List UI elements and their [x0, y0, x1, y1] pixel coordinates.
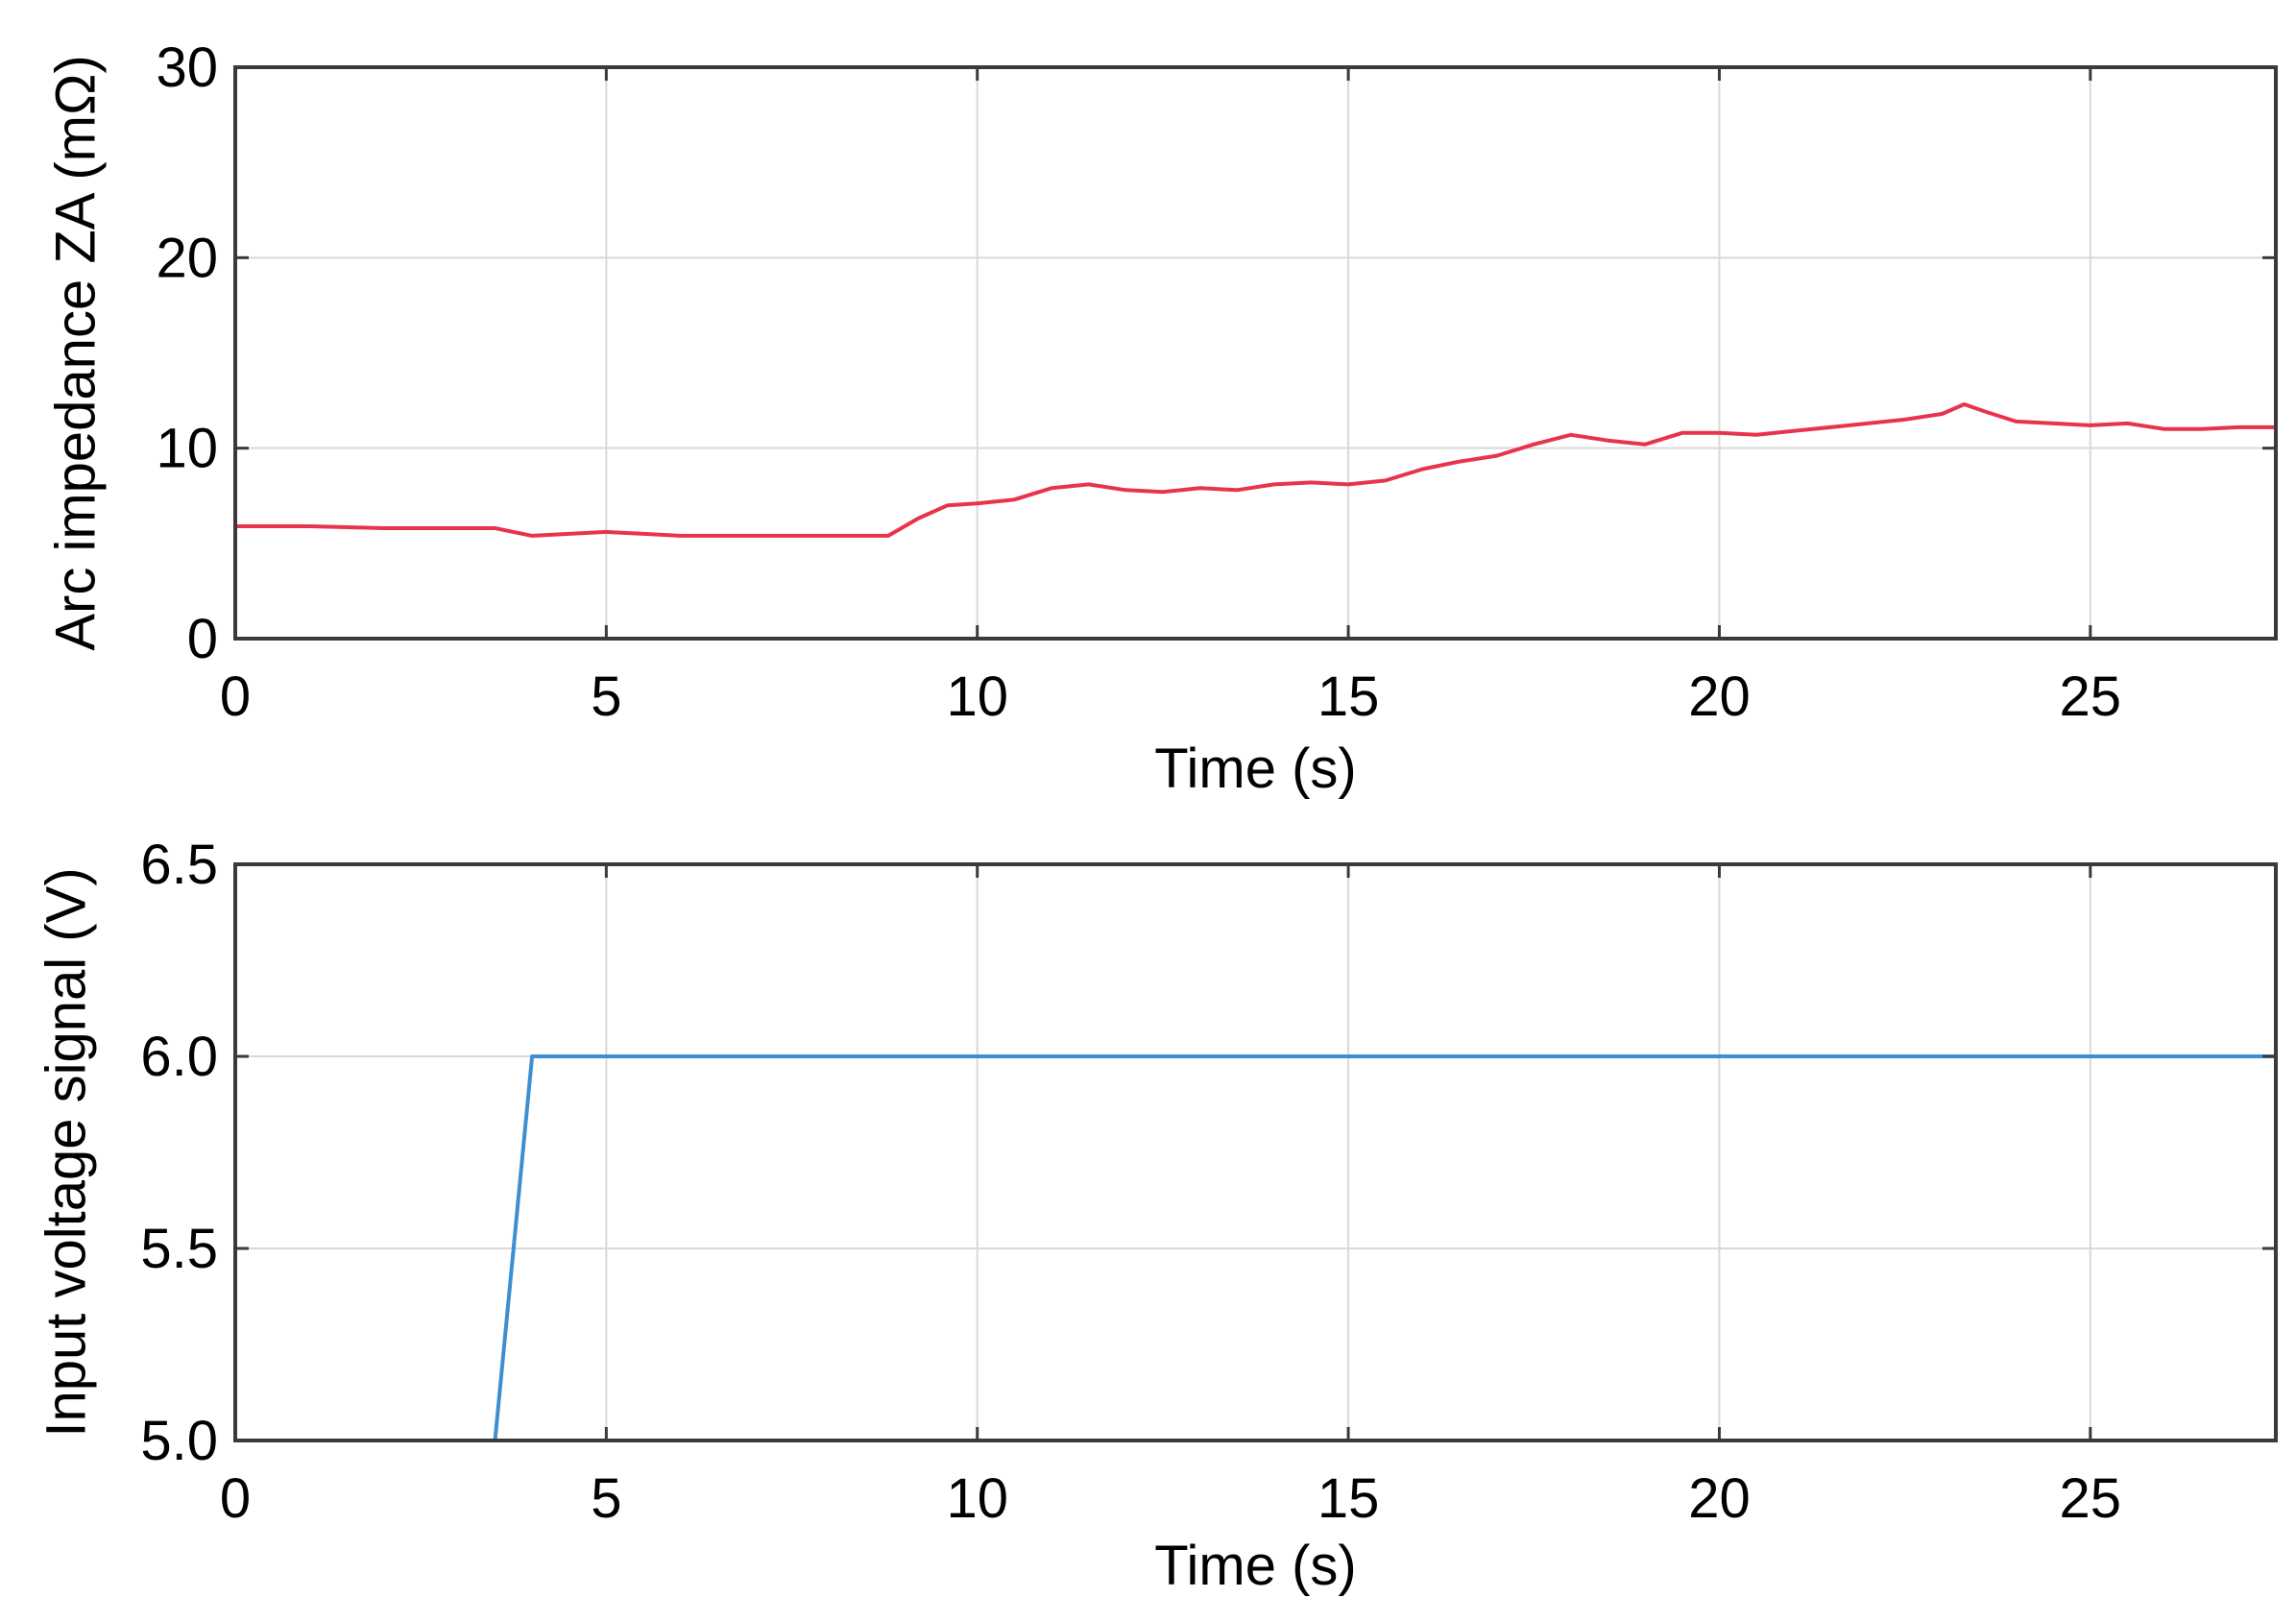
arc-impedance-ticks: 0 5 10 15 20 25 0 10 20 30: [156, 36, 2276, 728]
arc-impedance-y-tick-label: 30: [156, 36, 218, 99]
arc-impedance-data-point: [2016, 421, 2017, 423]
arc-impedance-data-point: [1311, 481, 1312, 483]
arc-impedance-data-point: [1570, 434, 1572, 436]
arc-impedance-data-point: [1124, 489, 1126, 491]
arc-impedance-data-point: [1385, 479, 1387, 481]
arc-impedance-data-point: [1533, 444, 1535, 446]
input-voltage-y-tick-label: 6.5: [140, 834, 218, 896]
arc-impedance-x-tick-label: 5: [591, 666, 621, 728]
arc-impedance-data-point: [2052, 423, 2054, 424]
arc-impedance-data-point: [1051, 487, 1052, 489]
arc-impedance-data-point: [1644, 444, 1646, 446]
input-voltage-y-tick-label: 6.0: [140, 1026, 218, 1088]
arc-impedance-y-tick-label: 0: [187, 608, 218, 670]
arc-impedance-y-tick-label: 20: [156, 227, 218, 289]
arc-impedance-data-point: [1867, 423, 1869, 424]
input-voltage-y-tick-label: 5.0: [140, 1410, 218, 1472]
arc-impedance-data-point: [1088, 483, 1090, 485]
arc-impedance-y-tick-label: 10: [156, 418, 218, 480]
arc-impedance-data-point: [1607, 440, 1608, 442]
arc-impedance-data-point: [947, 504, 949, 506]
input-voltage-plot-frame: [233, 862, 2278, 1442]
arc-impedance-data-point: [2163, 428, 2165, 430]
arc-impedance-data-point: [1986, 411, 1988, 413]
input-voltage-x-tick-label: 10: [946, 1467, 1008, 1530]
input-voltage-x-tick-label: 20: [1688, 1467, 1751, 1530]
arc-impedance-x-tick-label: 15: [1317, 666, 1380, 728]
arc-impedance-data-point: [642, 533, 644, 535]
arc-impedance-chart: 0 5 10 15 20 25 0 10 20 30 Time (s) Arc impedance…: [44, 36, 2278, 800]
arc-impedance-series-line-0: [233, 402, 2278, 538]
arc-impedance-data-point: [1273, 483, 1275, 485]
arc-impedance-data-point: [1904, 419, 1906, 421]
arc-impedance-data-point: [457, 527, 459, 529]
arc-impedance-data-point: [568, 533, 570, 535]
arc-impedance-x-tick-label: 25: [2060, 666, 2122, 728]
arc-impedance-data-point: [977, 502, 979, 504]
arc-impedance-data-point: [1421, 469, 1423, 470]
arc-impedance-data-point: [2237, 426, 2239, 428]
input-voltage-x-tick-label: 0: [220, 1467, 251, 1530]
arc-impedance-data-point: [1941, 413, 1943, 415]
arc-impedance-x-tick-label: 10: [946, 666, 1008, 728]
arc-impedance-data-point: [531, 535, 533, 537]
arc-impedance-x-tick-label: 0: [220, 666, 251, 728]
input-voltage-x-tick-label: 5: [591, 1467, 621, 1530]
arc-impedance-data-point: [1162, 491, 1164, 493]
arc-impedance-data-point: [383, 527, 384, 529]
arc-impedance-data-point: [1755, 434, 1757, 436]
arc-impedance-data-point: [1496, 455, 1498, 457]
input-voltage-data-point: [531, 1055, 533, 1057]
arc-impedance-data-point: [828, 535, 830, 537]
input-voltage-y-tick-label: 5.5: [140, 1218, 218, 1280]
arc-impedance-data-point: [754, 535, 756, 537]
input-voltage-chart: 0 5 10 15 20 25 5.0 5.5 6.0 6.5 Time (s) Input vo…: [35, 834, 2278, 1597]
arc-impedance-data-point: [1793, 430, 1795, 432]
input-voltage-y-axis-label: Input voltage signal (V): [35, 867, 97, 1437]
arc-impedance-data-point: [917, 518, 919, 520]
arc-impedance-data-point: [1681, 432, 1683, 434]
arc-impedance-data-point: [1964, 403, 1965, 405]
arc-impedance-plot-frame: [233, 65, 2278, 641]
arc-impedance-data-point: [2127, 423, 2128, 424]
arc-impedance-data-point: [1347, 483, 1349, 485]
input-voltage-x-tick-label: 15: [1317, 1467, 1380, 1530]
arc-impedance-data-point: [1236, 489, 1238, 491]
arc-impedance-data-point: [2090, 424, 2091, 426]
arc-impedance-data-point: [680, 535, 682, 537]
arc-impedance-data-point: [1829, 426, 1831, 428]
arc-impedance-x-axis-label: Time (s): [1154, 738, 1356, 800]
arc-impedance-data-point: [2201, 428, 2203, 430]
input-voltage-x-axis-label: Time (s): [1154, 1535, 1356, 1597]
input-voltage-x-tick-label: 25: [2060, 1467, 2122, 1530]
arc-impedance-data-point: [605, 531, 607, 533]
input-voltage-ticks: 0 5 10 15 20 25 5.0 5.5 6.0 6.5: [140, 834, 2276, 1530]
arc-impedance-data-point: [1459, 461, 1461, 463]
arc-impedance-x-tick-label: 20: [1688, 666, 1751, 728]
arc-impedance-data-point: [1199, 487, 1200, 489]
arc-impedance-data-point: [887, 535, 889, 537]
arc-impedance-y-axis-label: Arc impedance ZA (mΩ): [44, 55, 107, 650]
arc-impedance-data-point: [308, 525, 310, 527]
arc-impedance-data-point: [1719, 432, 1720, 434]
arc-impedance-data-point: [1013, 498, 1015, 500]
